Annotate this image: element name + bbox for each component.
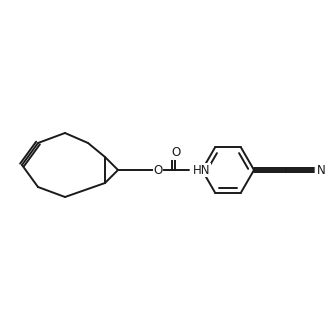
Text: O: O bbox=[153, 163, 163, 177]
Text: HN: HN bbox=[193, 163, 211, 177]
Text: N: N bbox=[316, 163, 325, 177]
Text: O: O bbox=[172, 147, 181, 159]
